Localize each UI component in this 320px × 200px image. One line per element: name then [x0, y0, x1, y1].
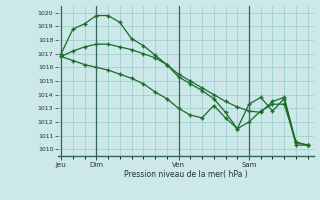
X-axis label: Pression niveau de la mer( hPa ): Pression niveau de la mer( hPa ) [124, 170, 247, 179]
